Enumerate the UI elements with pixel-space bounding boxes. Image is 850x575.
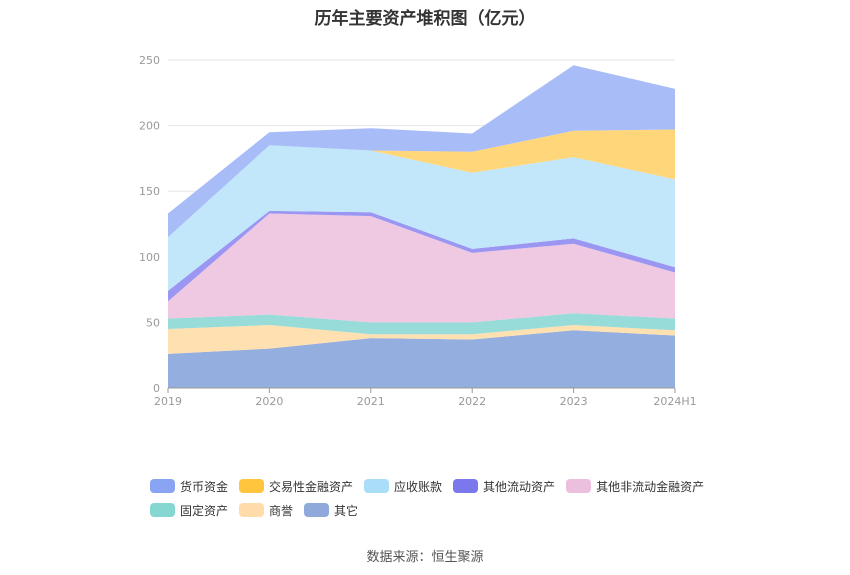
y-tick-label: 0 [153, 382, 160, 395]
legend-label: 其他非流动金融资产 [596, 479, 705, 494]
area-series-1 [168, 330, 675, 388]
area-series-4 [168, 213, 675, 323]
x-tick-label: 2023 [560, 395, 588, 408]
chart-title: 历年主要资产堆积图（亿元） [314, 9, 536, 29]
legend-label: 应收账款 [394, 479, 443, 494]
area-series-group [168, 65, 675, 388]
y-tick-label: 150 [139, 185, 160, 198]
legend-swatch [239, 503, 265, 517]
x-tick-label: 2019 [154, 395, 182, 408]
legend-item[interactable]: 其它 [304, 502, 358, 519]
legend-label: 其它 [334, 503, 359, 518]
legend-item[interactable]: 商誉 [239, 502, 293, 519]
legend-item[interactable]: 其他非流动金融资产 [566, 478, 704, 495]
area-series-6 [168, 145, 675, 291]
y-tick-label: 250 [139, 54, 160, 67]
legend-swatch [150, 503, 175, 517]
legend-swatch [453, 479, 479, 493]
legend-item[interactable]: 交易性金融资产 [239, 478, 353, 495]
legend-row-2: 固定资产 商誉 其它 [150, 498, 730, 522]
x-tick-label: 2021 [357, 395, 385, 408]
area-series-2 [168, 325, 675, 354]
legend-item[interactable]: 应收账款 [364, 478, 442, 495]
legend-swatch [150, 479, 175, 493]
stacked-area-chart: 0 50 100 150 200 250 2019 2020 2021 2022 2023 2024H… [139, 54, 697, 408]
legend-swatch [364, 479, 390, 493]
legend-swatch [566, 479, 592, 493]
area-series-7 [168, 129, 675, 238]
area-series-3 [168, 313, 675, 335]
legend-swatch [239, 479, 265, 493]
legend-label: 货币资金 [180, 479, 229, 494]
legend-label: 交易性金融资产 [269, 479, 354, 494]
legend-label: 商誉 [269, 503, 294, 518]
legend-item[interactable]: 货币资金 [150, 478, 228, 495]
legend-label: 固定资产 [180, 503, 229, 518]
legend: 货币资金 交易性金融资产 应收账款 其他流动资产 其他非流动金融资产 固定资产 商誉 其它 [150, 474, 730, 522]
legend-item[interactable]: 其他流动资产 [453, 478, 555, 495]
y-tick-label: 50 [146, 316, 160, 329]
legend-swatch [304, 503, 330, 517]
legend-row-1: 货币资金 交易性金融资产 应收账款 其他流动资产 其他非流动金融资产 [150, 474, 730, 498]
y-tick-label: 200 [139, 120, 160, 133]
legend-label: 其他流动资产 [483, 479, 556, 494]
x-tick-label: 2022 [458, 395, 486, 408]
x-tick-label: 2024H1 [653, 395, 696, 408]
data-source-note: 数据来源：恒生聚源 [366, 550, 484, 565]
y-tick-label: 100 [139, 251, 160, 264]
x-tick-label: 2020 [255, 395, 283, 408]
area-series-8 [168, 65, 675, 238]
legend-item[interactable]: 固定资产 [150, 502, 228, 519]
axes: 0 50 100 150 200 250 2019 2020 2021 2022 2023 2024H… [139, 54, 697, 408]
